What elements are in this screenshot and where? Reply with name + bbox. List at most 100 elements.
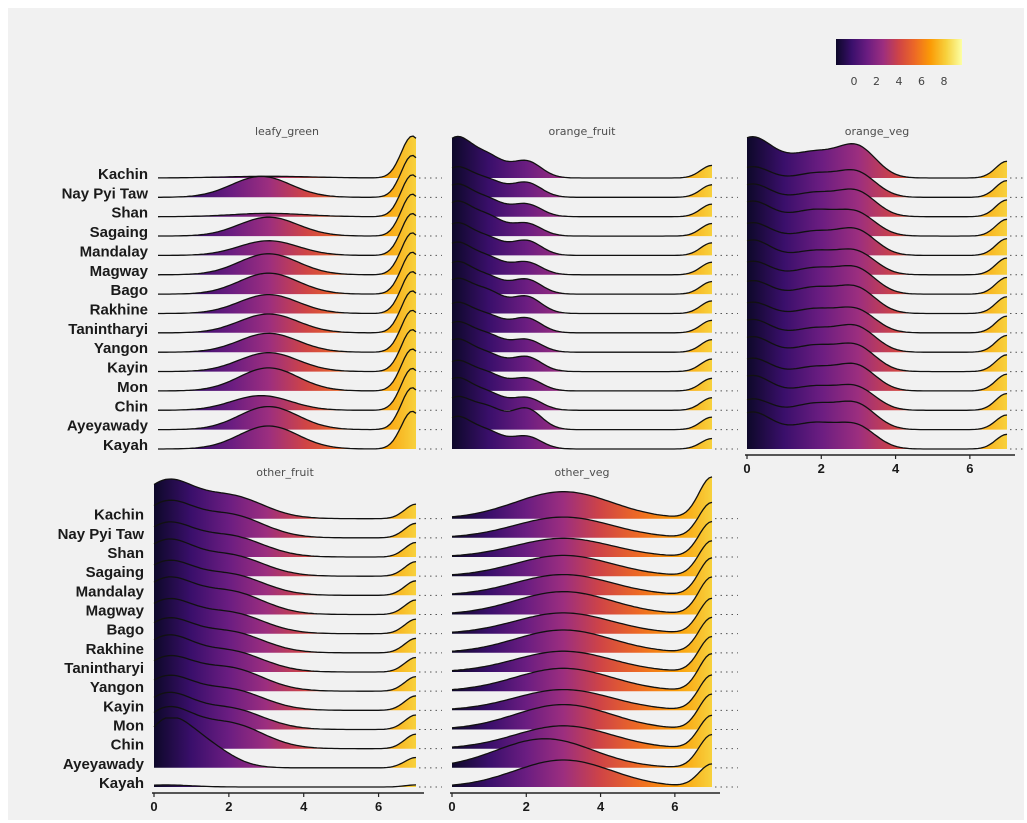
region-label: Kayah: [99, 775, 144, 792]
ridge-line-bago: [746, 260, 1008, 295]
region-label: Magway: [86, 603, 145, 620]
ridge-line-mon: [746, 357, 1008, 392]
ridge-line-nay-pyi-taw: [451, 165, 713, 198]
region-label: Sagaing: [86, 564, 144, 581]
ridge-line-bago: [451, 597, 713, 633]
ridge-line-magway: [451, 576, 713, 614]
ridge-line-tanintharyi: [451, 635, 713, 672]
region-label: Mon: [117, 379, 148, 396]
ridge-line-kachin: [451, 135, 713, 179]
ridge-line-kayah: [746, 411, 1008, 450]
ridge-fill-kachin: [747, 136, 1007, 178]
x-tick-label: 6: [966, 461, 973, 476]
ridge-line-nay-pyi-taw: [153, 499, 417, 539]
facet-orange-veg: orange_veg 0 2 4 6: [743, 125, 1024, 476]
region-label: Chin: [115, 398, 148, 415]
ridge-line-rakhine: [451, 277, 713, 315]
ridge-fill-kayin: [154, 675, 416, 711]
ridge-fill-shan: [158, 174, 416, 217]
region-label: Nay Pyi Taw: [62, 185, 149, 202]
ridge-fill-magway: [452, 576, 712, 615]
ridge-fill-rakhine: [158, 271, 416, 314]
ridge-fill-magway: [154, 576, 416, 615]
ridge-line-mon: [153, 691, 417, 731]
ridge-line-kayin: [158, 329, 417, 373]
ridge-fill-mandalay: [452, 222, 712, 256]
ridge-line-chin: [158, 367, 417, 411]
ridge-fill-tanintharyi: [452, 302, 712, 333]
ridge-line-mon: [451, 693, 713, 729]
ridge-line-magway: [153, 576, 417, 616]
ridge-line-sagaing: [451, 540, 713, 576]
ridge-line-kayah: [153, 784, 417, 788]
x-tick-label: 2: [225, 799, 232, 814]
ridge-line-mandalay: [451, 221, 713, 257]
ridge-fill-shan: [154, 521, 416, 557]
ridge-line-bago: [153, 597, 417, 635]
ridge-line-mandalay: [158, 212, 417, 257]
ridge-line-nay-pyi-taw: [158, 154, 417, 198]
ridge-fill-mon: [452, 360, 712, 391]
ridge-line-mon: [158, 348, 417, 392]
x-tick-label: 4: [892, 461, 900, 476]
ridge-line-kachin: [153, 478, 417, 520]
ridge-line-shan: [157, 174, 417, 218]
ridge-fill-chin: [452, 377, 712, 411]
ridge-line-kachin: [746, 136, 1008, 179]
ridge-line-shan: [451, 520, 713, 557]
region-label: Bago: [111, 282, 149, 299]
region-label: Shan: [107, 545, 144, 562]
x-tick-label: 2: [818, 461, 825, 476]
ridge-line-tanintharyi: [746, 301, 1008, 334]
region-label: Kayin: [107, 360, 148, 377]
legend-tick-label: 2: [873, 75, 880, 88]
ridge-fill-bago: [154, 598, 416, 634]
ridge-line-chin: [451, 376, 713, 411]
ridge-line-kayin: [153, 674, 417, 711]
ridge-line-shan: [451, 183, 713, 218]
x-tick-label: 0: [743, 461, 750, 476]
ridge-fill-rakhine: [154, 617, 416, 653]
region-label: Magway: [90, 263, 149, 280]
ridge-line-mandalay: [746, 221, 1008, 257]
region-label: Ayeyawady: [63, 756, 145, 773]
region-label: Ayeyawady: [67, 418, 149, 435]
ridge-line-ayeyawady: [451, 733, 713, 768]
ridge-fill-sagaing: [154, 539, 416, 577]
ridge-fill-tanintharyi: [154, 634, 416, 672]
ridge-line-bago: [158, 251, 417, 295]
ridge-line-kachin: [451, 476, 713, 518]
ridge-fill-mon: [158, 349, 416, 391]
ridge-fill-shan: [452, 183, 712, 217]
ridge-line-chin: [451, 714, 713, 748]
ridge-fill-yangon: [452, 321, 712, 353]
ridge-line-sagaing: [153, 538, 417, 577]
ridge-fill-kayah: [452, 416, 712, 449]
facet-title: orange_fruit: [549, 125, 617, 138]
ridge-fill-yangon: [158, 310, 416, 353]
x-tick-label: 6: [375, 799, 382, 814]
ridge-line-mandalay: [451, 557, 713, 595]
legend-tick-label: 0: [851, 75, 858, 88]
region-label: Mandalay: [76, 583, 145, 600]
ridge-line-rakhine: [158, 271, 417, 315]
ridge-line-magway: [157, 232, 417, 276]
ridge-fill-nay-pyi-taw: [747, 166, 1007, 198]
ridge-fill-ayeyawady: [154, 718, 416, 768]
x-tick-label: 4: [597, 799, 605, 814]
ridge-fill-chin: [154, 706, 416, 749]
facet-title: leafy_green: [255, 125, 319, 138]
ridge-line-ayeyawady: [451, 395, 713, 431]
ridge-line-kayah: [451, 759, 713, 786]
x-tick-label: 6: [671, 799, 678, 814]
region-label: Kachin: [94, 507, 144, 524]
ridge-fill-yangon: [452, 653, 712, 692]
region-label: Yangon: [94, 340, 148, 357]
facet-other-veg: other_veg 0 2 4 6: [448, 466, 738, 814]
ridge-line-yangon: [451, 320, 713, 353]
ridge-line-nay-pyi-taw: [746, 165, 1008, 198]
ridge-fill-magway: [452, 242, 712, 275]
region-label: Kachin: [98, 166, 148, 183]
ridge-line-ayeyawady: [158, 387, 417, 431]
ridge-fill-ayeyawady: [452, 396, 712, 430]
